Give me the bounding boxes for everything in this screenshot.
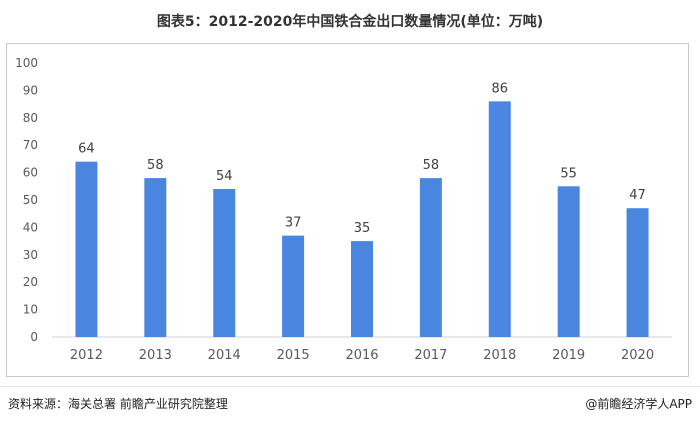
bar — [351, 241, 373, 337]
bar — [626, 208, 649, 337]
x-tick-label: 2018 — [483, 348, 516, 363]
data-label: 86 — [492, 81, 509, 96]
footer-divider — [0, 386, 700, 387]
bar — [75, 161, 98, 337]
x-tick-label: 2012 — [70, 348, 103, 363]
bar — [488, 101, 511, 337]
x-tick-label: 2020 — [621, 348, 654, 363]
bar — [557, 186, 580, 337]
y-axis: 0 10 20 30 40 50 60 70 80 90 100 — [15, 56, 38, 344]
x-tick-label: 2013 — [139, 348, 172, 363]
x-tick-label: 2016 — [345, 348, 378, 363]
y-tick-label: 70 — [23, 138, 38, 152]
y-tick-label: 80 — [23, 111, 38, 125]
x-axis: 2012 2013 2014 2015 2016 2017 2018 2019 2020 — [70, 348, 654, 363]
data-label: 37 — [285, 216, 302, 231]
y-tick-label: 0 — [30, 330, 38, 344]
y-tick-label: 10 — [23, 303, 38, 317]
x-tick-label: 2019 — [552, 348, 585, 363]
source-note: 资料来源：海关总署 前瞻产业研究院整理 — [8, 397, 228, 411]
bar — [419, 178, 442, 337]
chart-frame — [6, 43, 689, 377]
y-tick-label: 20 — [23, 275, 38, 289]
data-label: 58 — [147, 158, 164, 173]
data-label: 64 — [78, 142, 95, 157]
data-label: 54 — [216, 169, 233, 184]
y-tick-label: 90 — [23, 83, 38, 97]
data-label: 55 — [560, 166, 577, 181]
y-tick-label: 30 — [23, 248, 38, 262]
y-tick-label: 100 — [15, 56, 38, 70]
bars: 64 58 54 37 35 58 86 55 47 — [75, 81, 649, 337]
x-tick-label: 2017 — [414, 348, 447, 363]
y-tick-label: 40 — [23, 220, 38, 234]
bar — [144, 178, 167, 337]
x-tick-label: 2015 — [277, 348, 310, 363]
x-tick-label: 2014 — [208, 348, 241, 363]
bar — [282, 235, 305, 337]
data-label: 47 — [629, 188, 646, 203]
chart-title: 图表5：2012-2020年中国铁合金出口数量情况(单位：万吨) — [156, 14, 544, 30]
data-label: 35 — [354, 221, 371, 236]
y-tick-label: 50 — [23, 193, 38, 207]
brand-credit: @前瞻经济学人APP — [585, 397, 692, 411]
data-label: 58 — [423, 158, 440, 173]
bar — [213, 189, 236, 337]
y-tick-label: 60 — [23, 166, 38, 180]
